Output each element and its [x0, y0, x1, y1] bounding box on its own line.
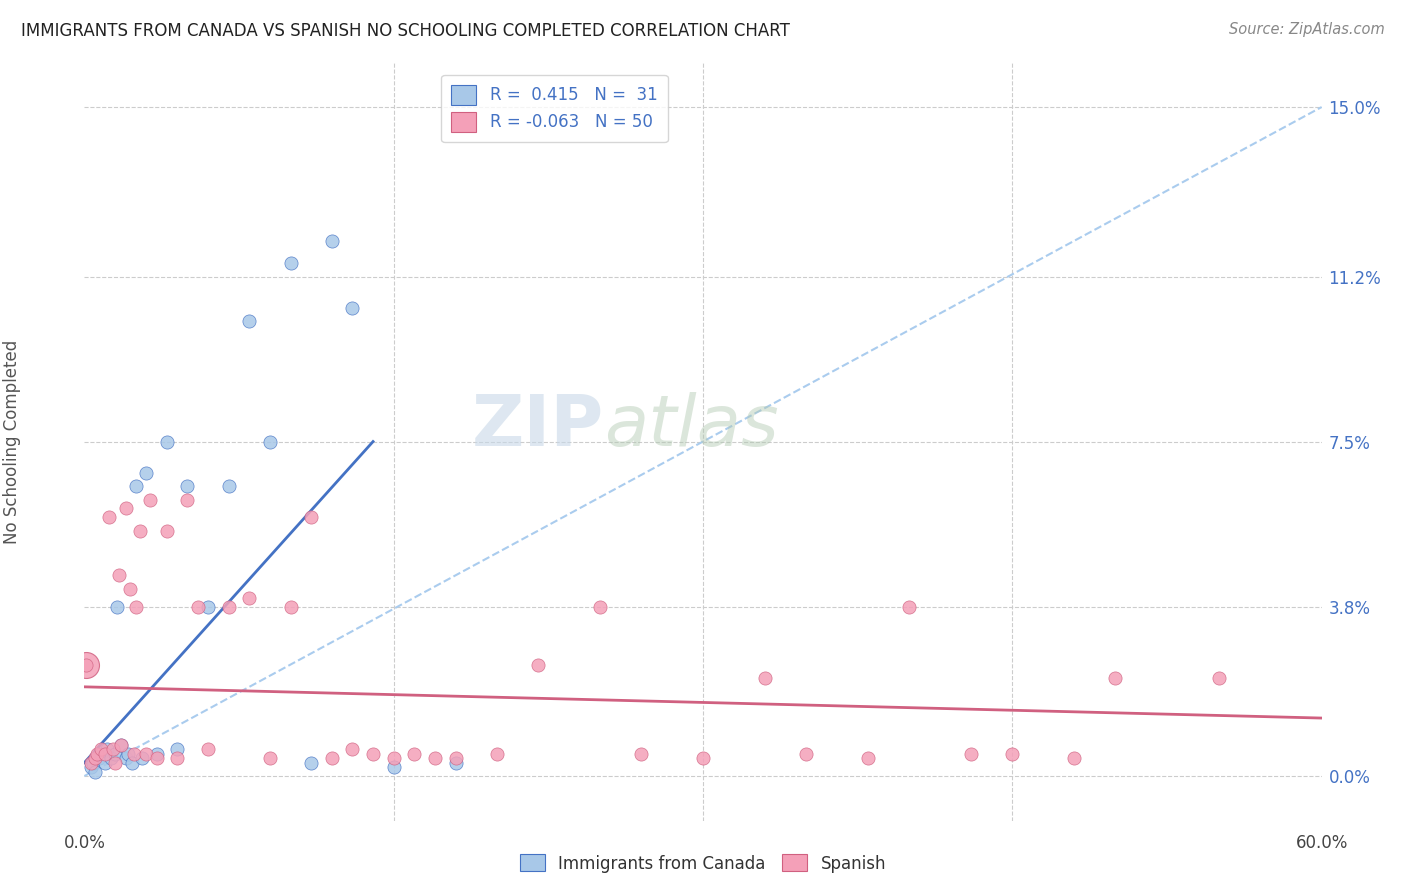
Point	[83, 751, 105, 765]
Point	[166, 742, 188, 756]
Point	[82, 756, 104, 770]
Text: IMMIGRANTS FROM CANADA VS SPANISH NO SCHOOLING COMPLETED CORRELATION CHART: IMMIGRANTS FROM CANADA VS SPANISH NO SCH…	[21, 22, 790, 40]
Point	[75, 657, 97, 672]
Point	[176, 492, 198, 507]
Point	[589, 599, 612, 614]
Point	[898, 599, 921, 614]
Point	[238, 314, 260, 328]
Point	[156, 524, 179, 538]
Text: 0.0%: 0.0%	[63, 834, 105, 852]
Point	[110, 738, 132, 752]
Point	[125, 479, 148, 493]
Point	[110, 738, 132, 752]
Point	[692, 751, 714, 765]
Point	[527, 657, 550, 672]
Point	[423, 751, 446, 765]
Text: Source: ZipAtlas.com: Source: ZipAtlas.com	[1229, 22, 1385, 37]
Point	[105, 599, 128, 614]
Point	[117, 747, 139, 761]
Legend: R =  0.415   N =  31, R = -0.063   N = 50: R = 0.415 N = 31, R = -0.063 N = 50	[441, 75, 668, 142]
Point	[122, 747, 145, 761]
Point	[118, 582, 141, 596]
Point	[87, 751, 110, 765]
Point	[139, 492, 162, 507]
Point	[131, 751, 153, 765]
Point	[218, 479, 240, 493]
Point	[444, 756, 467, 770]
Point	[121, 756, 143, 770]
Point	[382, 760, 405, 774]
Point	[114, 751, 136, 765]
Point	[856, 751, 879, 765]
Point	[145, 751, 167, 765]
Point	[259, 751, 281, 765]
Point	[1208, 671, 1230, 685]
Point	[342, 742, 364, 756]
Point	[485, 747, 508, 761]
Point	[280, 256, 302, 270]
Text: atlas: atlas	[605, 392, 779, 461]
Point	[321, 751, 343, 765]
Point	[104, 747, 127, 761]
Text: No Schooling Completed: No Schooling Completed	[3, 340, 21, 543]
Point	[145, 747, 167, 761]
Point	[960, 747, 983, 761]
Point	[259, 434, 281, 449]
Point	[1001, 747, 1024, 761]
Point	[96, 742, 118, 756]
Point	[197, 599, 219, 614]
Point	[1104, 671, 1126, 685]
Point	[321, 234, 343, 248]
Point	[187, 599, 209, 614]
Point	[90, 742, 112, 756]
Point	[299, 756, 322, 770]
Point	[197, 742, 219, 756]
Point	[94, 756, 117, 770]
Point	[94, 747, 117, 761]
Point	[75, 657, 97, 672]
Point	[103, 742, 125, 756]
Point	[135, 747, 157, 761]
Point	[90, 747, 112, 761]
Text: ZIP: ZIP	[472, 392, 605, 461]
Text: 60.0%: 60.0%	[1295, 834, 1348, 852]
Point	[166, 751, 188, 765]
Point	[444, 751, 467, 765]
Point	[382, 751, 405, 765]
Point	[83, 764, 105, 779]
Point	[104, 756, 127, 770]
Point	[125, 599, 148, 614]
Point	[238, 591, 260, 605]
Point	[135, 466, 157, 480]
Point	[280, 599, 302, 614]
Point	[100, 751, 122, 765]
Point	[108, 568, 131, 582]
Point	[114, 501, 136, 516]
Point	[79, 760, 101, 774]
Point	[299, 510, 322, 524]
Point	[342, 301, 364, 315]
Legend: Immigrants from Canada, Spanish: Immigrants from Canada, Spanish	[513, 847, 893, 880]
Point	[754, 671, 776, 685]
Point	[218, 599, 240, 614]
Point	[1063, 751, 1085, 765]
Point	[794, 747, 817, 761]
Point	[79, 756, 101, 770]
Point	[361, 747, 384, 761]
Point	[98, 510, 121, 524]
Point	[630, 747, 652, 761]
Point	[86, 747, 108, 761]
Point	[404, 747, 426, 761]
Point	[176, 479, 198, 493]
Point	[129, 524, 152, 538]
Point	[156, 434, 179, 449]
